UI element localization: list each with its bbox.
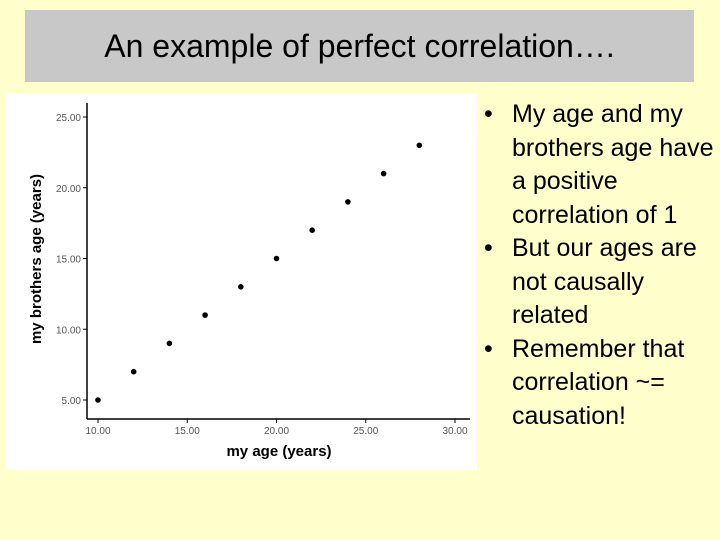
bullet-item: • But our ages are not causally related bbox=[484, 232, 716, 333]
bullet-text: But our ages are not causally related bbox=[512, 234, 697, 329]
bullet-list: • My age and my brothers age have a posi… bbox=[484, 98, 716, 433]
bullet-glyph: • bbox=[484, 334, 493, 363]
scatter-point bbox=[309, 227, 316, 233]
bullet-glyph: • bbox=[484, 100, 493, 128]
y-tick-label: 25.00 bbox=[56, 113, 81, 124]
scatter-point bbox=[273, 255, 280, 262]
scatter-point bbox=[238, 284, 244, 290]
y-tick-label: 15.00 bbox=[56, 255, 81, 266]
scatter-point bbox=[202, 312, 208, 318]
scatter-point bbox=[166, 340, 173, 347]
scatter-point bbox=[345, 199, 351, 205]
scatter-point bbox=[416, 142, 423, 149]
x-axis-label: my age (years) bbox=[226, 443, 331, 460]
bullet-item: • My age and my brothers age have a posi… bbox=[484, 98, 716, 232]
x-tick-label: 15.00 bbox=[175, 426, 200, 437]
title-bar: An example of perfect correlation…. bbox=[25, 10, 694, 82]
x-tick-label: 25.00 bbox=[353, 426, 378, 437]
bullet-text: My age and my brothers age have a positi… bbox=[512, 100, 714, 229]
bullet-item: • Remember that correlation ~= causation… bbox=[484, 333, 716, 434]
y-tick-label: 5.00 bbox=[62, 396, 82, 407]
scatter-point bbox=[95, 397, 101, 403]
y-tick-label: 20.00 bbox=[56, 184, 81, 195]
slide-title: An example of perfect correlation…. bbox=[104, 27, 615, 64]
bullet-text: Remember that correlation ~= causation! bbox=[512, 334, 685, 430]
x-tick-label: 20.00 bbox=[264, 426, 289, 437]
y-axis-label: my brothers age (years) bbox=[28, 174, 45, 344]
scatter-chart-panel: 5.00 10.00 15.00 20.00 25.00 10.00 15.00 20.00 2… bbox=[5, 93, 477, 470]
scatter-point bbox=[380, 170, 387, 177]
scatter-chart: 5.00 10.00 15.00 20.00 25.00 10.00 15.00 20.00 2… bbox=[28, 103, 470, 460]
x-tick-label: 10.00 bbox=[85, 426, 110, 437]
x-tick-label: 30.00 bbox=[442, 426, 467, 437]
y-tick-label: 10.00 bbox=[56, 325, 81, 336]
bullet-glyph: • bbox=[484, 234, 493, 262]
scatter-point bbox=[130, 368, 137, 375]
